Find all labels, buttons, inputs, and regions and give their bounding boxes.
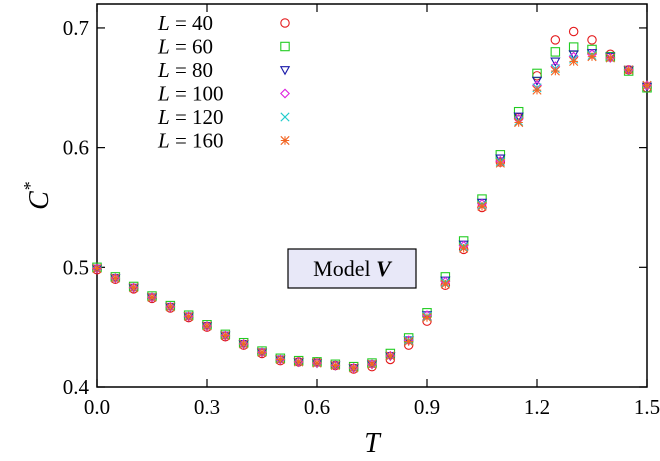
legend-label-rest: = 40 xyxy=(170,11,213,35)
legend-label-rest: = 160 xyxy=(170,129,224,153)
series-5-points xyxy=(92,52,652,373)
data-point xyxy=(312,358,322,368)
data-point xyxy=(477,201,487,211)
data-point xyxy=(459,243,469,253)
model-annotation-prefix: Model xyxy=(313,256,370,281)
x-tick-label: 1.2 xyxy=(524,395,550,419)
data-point xyxy=(642,80,652,90)
legend-marker xyxy=(280,135,290,146)
x-tick-label: 0.9 xyxy=(414,395,440,419)
y-tick-label: 0.4 xyxy=(63,375,90,399)
data-point xyxy=(568,26,579,37)
legend-entry: L = 160 xyxy=(157,129,290,153)
svg-text:C*: C* xyxy=(20,182,55,210)
y-tick-labels: 0.4 0.5 0.6 0.7 xyxy=(63,16,90,399)
data-point xyxy=(202,321,212,331)
data-point xyxy=(550,66,560,76)
data-point xyxy=(532,85,542,95)
data-point xyxy=(403,336,414,346)
y-tick-label: 0.7 xyxy=(63,16,89,40)
data-point xyxy=(550,57,561,67)
y-tick-label: 0.6 xyxy=(63,136,89,160)
legend-marker xyxy=(280,41,290,52)
data-point xyxy=(550,47,561,57)
legend-label-var: L xyxy=(157,58,170,82)
legend-entry: L = 40 xyxy=(157,11,290,35)
legend-label: L = 60 xyxy=(157,35,213,59)
plot-frame xyxy=(96,3,648,388)
data-point xyxy=(568,42,579,52)
data-point xyxy=(330,360,340,371)
data-point xyxy=(531,76,543,86)
x-tick-label: 0.0 xyxy=(84,395,110,419)
data-point xyxy=(422,312,432,323)
data-point xyxy=(440,279,450,289)
data-point xyxy=(275,354,285,365)
data-point xyxy=(147,292,157,302)
legend-label-rest: = 80 xyxy=(170,58,213,82)
x-tick-label: 0.6 xyxy=(304,395,330,419)
data-point xyxy=(587,52,597,62)
data-point xyxy=(129,283,139,293)
data-point xyxy=(367,359,377,369)
legend-entry: L = 80 xyxy=(157,58,291,82)
data-point xyxy=(605,53,615,63)
data-point xyxy=(165,302,175,312)
legend-entry: L = 120 xyxy=(157,105,290,129)
y-axis-title-superscript: * xyxy=(20,182,40,191)
legend-marker xyxy=(280,112,290,122)
data-point xyxy=(514,117,524,128)
data-point xyxy=(184,311,194,321)
data-point xyxy=(349,363,359,373)
data-point xyxy=(495,158,505,168)
data-point xyxy=(385,351,395,361)
data-point xyxy=(404,336,414,347)
legend-label: L = 120 xyxy=(157,105,224,129)
legend-label-var: L xyxy=(157,11,170,35)
model-annotation-box xyxy=(287,248,417,289)
x-tick-label: 1.5 xyxy=(634,395,660,419)
legend-label-rest: = 60 xyxy=(170,35,213,59)
legend-label-rest: = 120 xyxy=(170,105,224,129)
data-point xyxy=(624,65,634,75)
model-annotation-variable: V xyxy=(376,256,393,281)
legend-entry: L = 100 xyxy=(157,82,290,106)
legend-label-var: L xyxy=(157,129,170,153)
data-point xyxy=(587,35,597,45)
model-annotation: Model V xyxy=(287,248,417,289)
x-tick-labels: 0.0 0.3 0.6 0.9 1.2 1.5 xyxy=(84,395,660,419)
legend-label: L = 100 xyxy=(157,82,224,106)
legend-label: L = 160 xyxy=(157,129,224,153)
y-tick-label: 0.5 xyxy=(63,255,89,279)
legend-entry: L = 60 xyxy=(157,35,290,59)
axis-ticks xyxy=(96,4,648,388)
svg-text:Model V: Model V xyxy=(313,256,393,281)
data-point xyxy=(110,273,120,283)
y-axis-title: C* xyxy=(20,182,55,210)
legend-label: L = 80 xyxy=(157,58,213,82)
legend-marker xyxy=(280,18,290,28)
data-point xyxy=(239,339,249,349)
data-point xyxy=(550,35,561,45)
legend-marker xyxy=(280,88,290,99)
data-point xyxy=(294,357,304,367)
legend-label-var: L xyxy=(157,35,170,59)
data-point xyxy=(257,347,267,357)
legend-label-var: L xyxy=(157,82,170,106)
x-tick-label: 0.3 xyxy=(194,395,220,419)
legend-label-rest: = 100 xyxy=(170,82,224,106)
legend-label: L = 40 xyxy=(157,11,213,35)
data-point xyxy=(220,330,230,341)
legend-marker xyxy=(279,66,291,76)
data-points xyxy=(91,26,653,374)
data-point xyxy=(513,106,524,117)
data-point xyxy=(569,56,579,67)
legend-label-var: L xyxy=(157,105,170,129)
x-axis-title: T xyxy=(364,428,382,459)
data-point xyxy=(92,263,102,274)
y-axis-title-main: C xyxy=(24,191,55,210)
